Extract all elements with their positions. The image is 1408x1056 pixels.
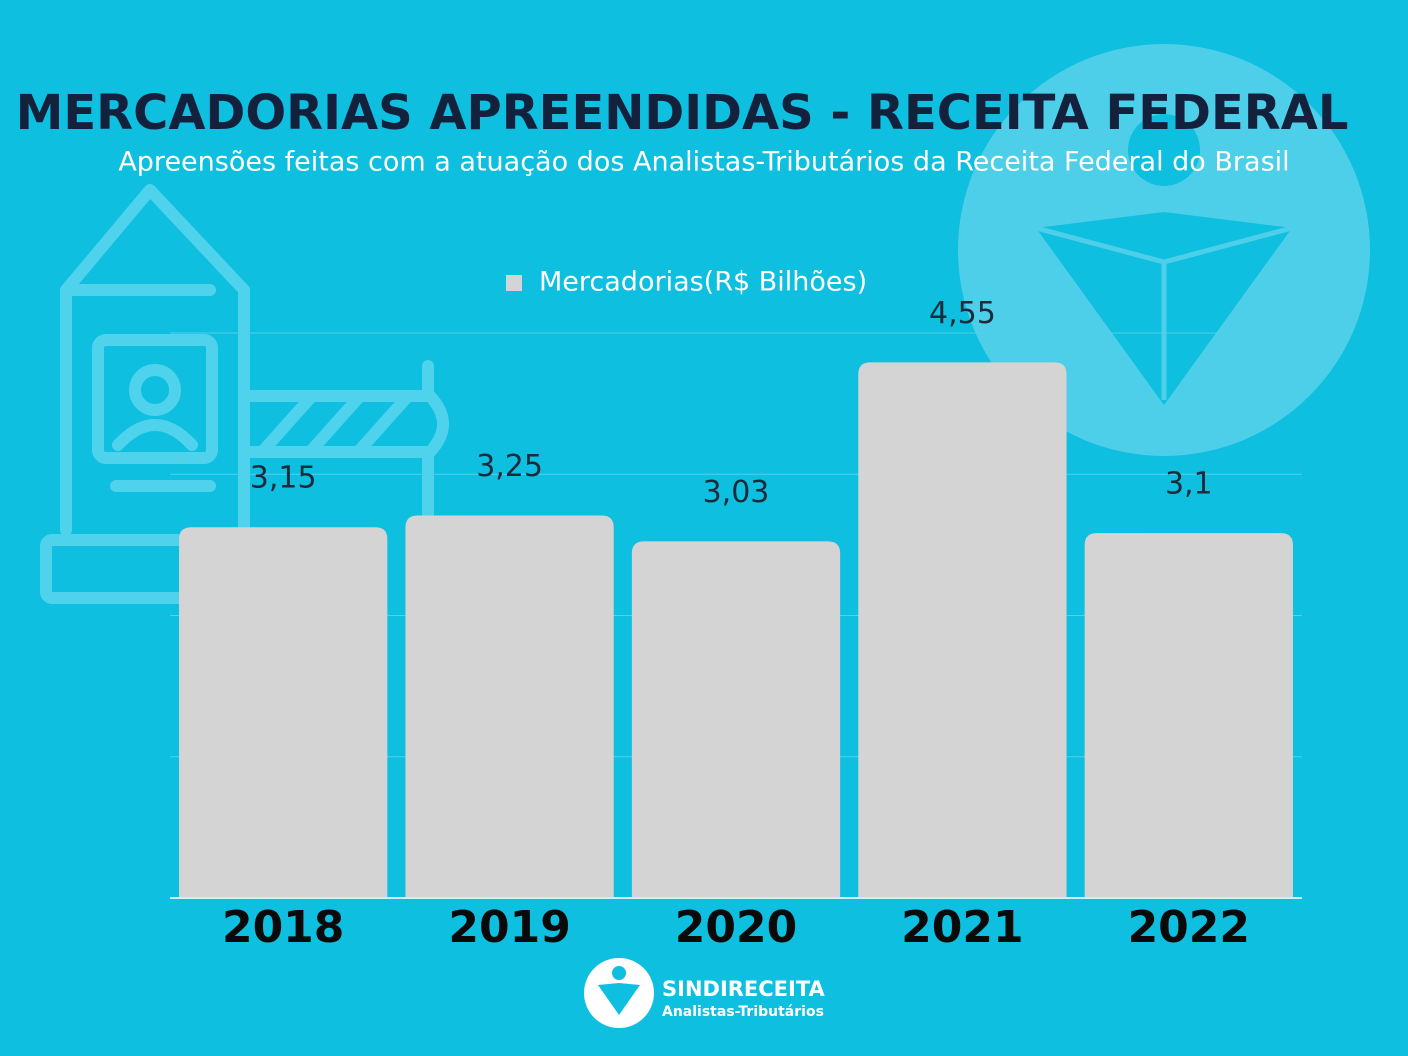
x-tick-label: 2019 [448, 902, 570, 953]
legend-label: Mercadorias(R$ Bilhões) [539, 267, 867, 298]
value-label: 3,1 [1165, 467, 1213, 502]
value-label: 3,15 [250, 461, 317, 496]
footer-tagline: Analistas-Tributários [662, 1004, 824, 1020]
legend-swatch [506, 275, 522, 291]
value-label: 3,25 [476, 449, 543, 484]
value-label: 4,55 [929, 296, 996, 331]
logo-dot [612, 966, 626, 980]
emblem [958, 44, 1370, 456]
value-label: 3,03 [703, 475, 770, 510]
x-tick-label: 2020 [675, 902, 797, 953]
x-tick-label: 2022 [1128, 902, 1250, 953]
chart-title: MERCADORIAS APREENDIDAS - RECEITA FEDERA… [16, 85, 1349, 141]
footer-brand: SINDIRECEITA [662, 977, 826, 1001]
footer-logo: SINDIRECEITA Analistas-Tributários [584, 958, 826, 1028]
bar [179, 527, 388, 898]
logo-shape [598, 983, 640, 1015]
bar [405, 515, 614, 898]
bar [631, 541, 841, 898]
chart-subtitle: Apreensões feitas com a atuação dos Anal… [118, 147, 1289, 178]
x-tick-label: 2018 [222, 902, 344, 953]
bar [1084, 533, 1293, 898]
bar [858, 362, 1067, 898]
x-tick-label: 2021 [901, 902, 1023, 953]
